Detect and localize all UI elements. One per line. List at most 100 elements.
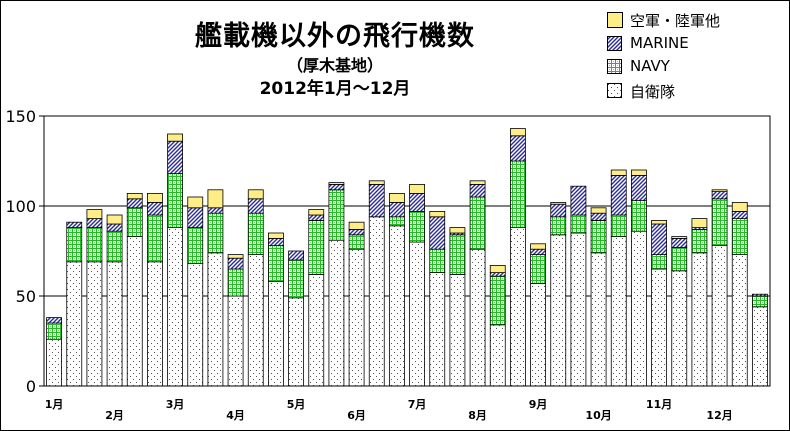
bar-marine <box>126 198 143 209</box>
bar-other <box>348 221 365 230</box>
legend-label-other: 空軍・陸軍他 <box>630 12 721 30</box>
bar-marine <box>610 174 627 216</box>
bar-other <box>429 210 446 218</box>
bar-marine <box>731 210 748 219</box>
bar-navy <box>530 254 546 284</box>
bar-marine <box>167 140 183 174</box>
x-tick-label: 5月 <box>287 398 306 411</box>
bar-self <box>328 239 345 387</box>
legend-label-navy: NAVY <box>630 57 670 75</box>
bar-self <box>46 338 62 387</box>
bar-navy <box>207 212 224 254</box>
x-tick-label: 10月 <box>585 409 611 422</box>
bar-navy <box>288 259 304 299</box>
bar-marine <box>590 212 607 221</box>
x-tick-label: 3月 <box>166 398 185 411</box>
bar-self <box>590 252 607 387</box>
bar-marine <box>409 192 425 212</box>
bar-navy <box>590 219 607 254</box>
chart-subtitle-period: 2012年1月～12月 <box>259 79 411 99</box>
x-tick-label: 4月 <box>226 409 245 422</box>
x-tick-label: 7月 <box>408 398 427 411</box>
x-tick-label: 8月 <box>468 409 487 422</box>
bar-other <box>227 254 244 259</box>
bar-navy <box>469 196 486 250</box>
bar-self <box>489 324 506 387</box>
bar-navy <box>187 227 204 265</box>
bar-marine <box>308 214 325 221</box>
bar-navy <box>247 212 264 255</box>
bar-other <box>651 219 667 225</box>
bar-marine <box>227 257 244 270</box>
bar-self <box>671 270 688 387</box>
bar-self <box>711 245 728 387</box>
x-tick-label: 6月 <box>347 409 366 422</box>
bar-marine <box>106 223 123 232</box>
bar-self <box>187 263 204 387</box>
bar-navy <box>389 216 405 227</box>
bar-marine <box>671 237 688 248</box>
bar-marine <box>187 207 204 229</box>
bar-other <box>590 207 607 214</box>
x-tick-label: 1月 <box>45 398 64 411</box>
bar-marine <box>711 191 728 200</box>
x-tick-label: 9月 <box>529 398 548 411</box>
bar-self <box>409 241 425 387</box>
bar-other <box>671 236 688 239</box>
bar-other <box>691 218 708 229</box>
bar-marine <box>489 272 506 277</box>
bar-other <box>86 209 103 220</box>
bar-self <box>752 306 768 387</box>
bar-other <box>610 169 627 176</box>
bar-other <box>469 180 486 185</box>
bar-navy <box>731 218 748 256</box>
bar-marine <box>368 183 385 218</box>
bar-marine <box>328 183 345 191</box>
y-tick-label: 150 <box>5 107 36 126</box>
bar-self <box>247 254 264 387</box>
bar-marine <box>510 135 526 162</box>
bar-navy <box>510 160 526 228</box>
bar-navy <box>86 227 103 263</box>
bar-marine <box>631 174 647 201</box>
legend-swatch-navy <box>607 59 622 74</box>
bar-marine <box>268 237 284 246</box>
bar-self <box>651 268 667 387</box>
bar-marine <box>429 216 446 250</box>
bar-marine <box>530 248 546 255</box>
plot-border <box>43 115 771 387</box>
bar-navy <box>671 246 688 272</box>
bar-navy <box>610 214 627 238</box>
bar-other <box>550 201 567 205</box>
bar-navy <box>167 173 183 229</box>
x-tick-label: 12月 <box>706 409 732 422</box>
bar-marine <box>288 250 304 261</box>
bar-marine <box>66 221 83 228</box>
bar-navy <box>328 189 345 241</box>
bar-other <box>368 180 385 185</box>
bar-navy <box>711 198 728 247</box>
bar-self <box>389 225 405 387</box>
bar-navy <box>429 248 446 273</box>
bar-navy <box>126 207 143 238</box>
bar-self <box>570 232 587 387</box>
bar-self <box>510 227 526 387</box>
bar-navy <box>631 200 647 232</box>
y-tick-label: 0 <box>26 377 36 396</box>
bar-marine <box>348 228 365 236</box>
bar-other <box>126 192 143 200</box>
bar-navy <box>106 230 123 263</box>
bar-self <box>469 248 486 387</box>
bar-other <box>328 182 345 185</box>
chart-title: 艦載機以外の飛行機数 <box>195 21 475 52</box>
bar-navy <box>570 214 587 234</box>
bar-self <box>530 282 546 387</box>
bar-other <box>389 192 405 203</box>
bar-self <box>126 236 143 387</box>
bar-marine <box>247 198 264 214</box>
bar-self <box>550 234 567 387</box>
bar-navy <box>449 234 466 275</box>
bar-other <box>631 169 647 176</box>
bar-self <box>731 254 748 387</box>
